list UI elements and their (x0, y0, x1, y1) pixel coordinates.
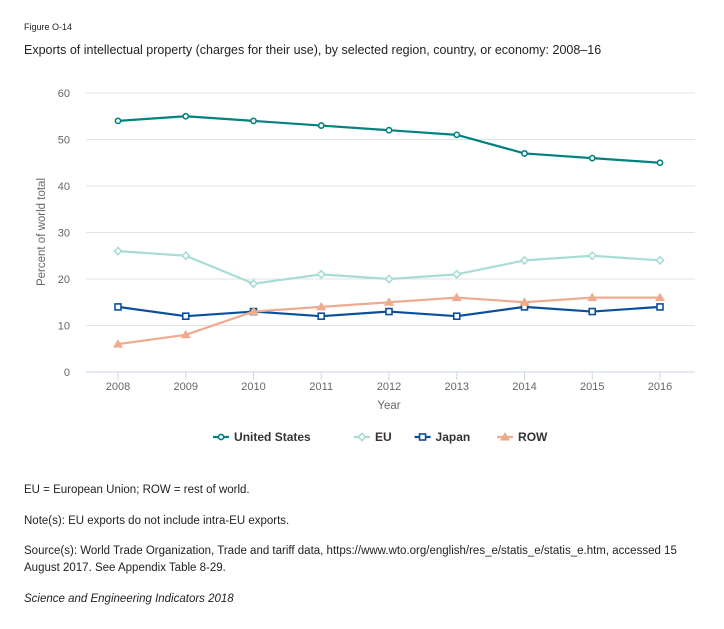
x-tick-label: 2013 (445, 381, 469, 393)
data-point[interactable] (588, 154, 596, 162)
y-tick-label: 10 (58, 321, 70, 333)
legend: United States EU Japan ROW (213, 430, 548, 444)
data-point[interactable] (250, 117, 257, 125)
figure-label: Figure O-14 (24, 22, 73, 32)
x-axis: 2008 2009 2010 2011 2012 2013 2014 2015 2016 (86, 371, 695, 393)
data-point[interactable] (453, 131, 461, 139)
series-group (112, 112, 666, 348)
legend-marker-icon[interactable] (499, 432, 511, 441)
data-point[interactable] (248, 278, 259, 289)
x-tick-label: 2008 (106, 381, 130, 393)
source-text: Source(s): World Trade Organization, Tra… (24, 545, 677, 574)
y-tick-label: 0 (64, 367, 70, 379)
data-point[interactable] (656, 303, 664, 311)
x-tick-label: 2009 (174, 381, 198, 393)
data-point[interactable] (112, 339, 124, 348)
data-point[interactable] (521, 150, 528, 157)
legend-marker-icon[interactable] (357, 432, 367, 442)
data-point[interactable] (316, 301, 327, 311)
x-tick-label: 2012 (377, 381, 401, 393)
legend-label: ROW (518, 430, 548, 444)
y-axis-title: Percent of world total (36, 178, 48, 286)
data-point[interactable] (587, 251, 597, 261)
data-point[interactable] (113, 246, 123, 256)
data-point[interactable] (182, 112, 190, 120)
x-tick-label: 2011 (309, 381, 333, 393)
y-tick-label: 40 (58, 181, 70, 193)
x-tick-label: 2015 (580, 381, 604, 393)
data-point[interactable] (588, 307, 597, 316)
data-point[interactable] (181, 312, 190, 321)
data-point[interactable] (519, 255, 530, 266)
data-point[interactable] (383, 297, 395, 306)
legend-item-united-states[interactable]: United States (213, 430, 311, 444)
data-point[interactable] (180, 329, 191, 339)
legend-item-eu[interactable]: EU (353, 430, 392, 444)
data-point[interactable] (587, 292, 598, 302)
data-point[interactable] (114, 303, 122, 311)
data-point[interactable] (248, 306, 259, 316)
x-tick-label: 2016 (648, 381, 672, 393)
note-text: Note(s): EU exports do not include intra… (24, 515, 290, 527)
legend-item-row[interactable]: ROW (497, 430, 548, 444)
data-point[interactable] (656, 159, 664, 167)
data-point[interactable] (519, 297, 530, 306)
legend-item-japan[interactable]: Japan (414, 430, 471, 444)
y-tick-label: 60 (58, 88, 70, 100)
x-axis-title: Year (377, 400, 400, 412)
x-tick-label: 2014 (512, 381, 536, 393)
data-point[interactable] (114, 117, 122, 125)
gridlines (86, 92, 695, 326)
data-point[interactable] (317, 122, 325, 129)
data-point[interactable] (181, 251, 191, 261)
legend-marker-icon[interactable] (418, 433, 427, 441)
legend-label: EU (375, 430, 392, 444)
legend-label: United States (234, 430, 311, 444)
series-eu (113, 246, 665, 289)
data-point[interactable] (316, 269, 326, 280)
y-axis-ticks: 0 10 20 30 40 50 60 (58, 88, 70, 379)
data-point[interactable] (385, 126, 393, 134)
data-point[interactable] (452, 269, 462, 280)
data-point[interactable] (655, 255, 665, 266)
abbreviations-note: EU = European Union; ROW = rest of world… (24, 484, 250, 496)
figure-title: Exports of intellectual property (charge… (24, 43, 602, 57)
y-tick-label: 30 (58, 228, 70, 240)
y-tick-label: 50 (58, 135, 70, 147)
data-point[interactable] (384, 274, 394, 284)
series-japan (114, 303, 664, 321)
data-point[interactable] (654, 292, 666, 302)
publication-credit: Science and Engineering Indicators 2018 (24, 593, 234, 605)
series-united-states (114, 112, 664, 167)
x-tick-label: 2010 (241, 381, 265, 393)
data-point[interactable] (451, 292, 462, 302)
series-row (112, 292, 666, 348)
legend-label: Japan (436, 430, 471, 444)
data-point[interactable] (317, 312, 326, 321)
legend-marker-icon[interactable] (217, 433, 225, 441)
data-point[interactable] (385, 307, 393, 316)
y-tick-label: 20 (58, 274, 70, 286)
data-point[interactable] (452, 312, 461, 321)
